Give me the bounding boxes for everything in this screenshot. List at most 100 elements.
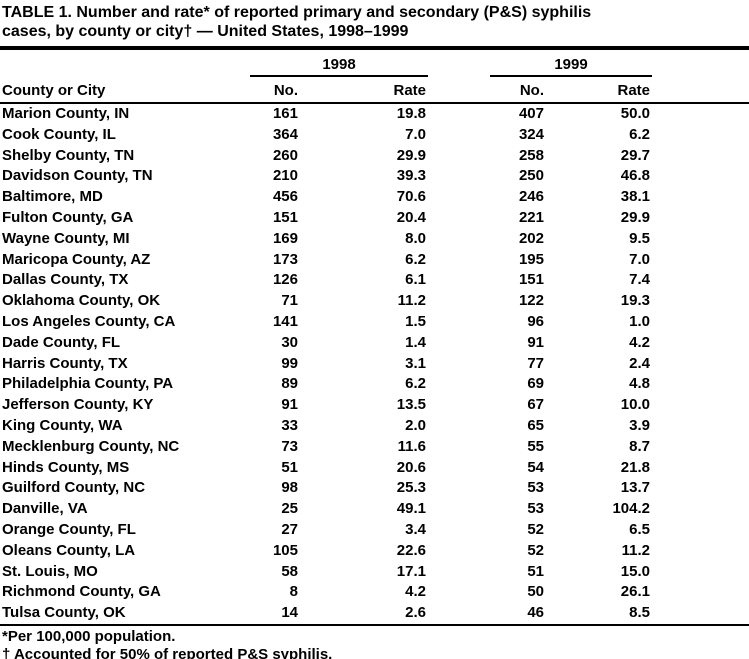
column-gap [428,499,490,520]
no-1998-value: 105 [272,541,298,559]
rate-1998-value: 39.3 [396,167,426,185]
no-1998-value: 73 [281,437,298,455]
right-spacer [652,458,749,479]
rate-1998-value: 2.6 [405,604,426,622]
county-name: Danville, VA [2,500,88,518]
year-group-gap [428,50,490,76]
year-row-county-spacer [0,50,250,76]
rate-1999-value: 11.2 [621,541,650,559]
column-gap [428,291,490,312]
rate-1999-value: 19.3 [620,292,650,310]
table-row: Maricopa County, AZ 173 6.2 195 7.0 [0,250,749,271]
no-1999-value: 258 [518,146,544,164]
rate-1998-value: 17.1 [396,562,426,580]
county-name: Philadelphia County, PA [2,375,174,393]
right-spacer [652,208,749,229]
no-1998-value: 91 [281,396,298,414]
right-spacer [652,187,749,208]
no-1998-value: 98 [281,479,298,497]
right-spacer [652,374,749,395]
no-1999-value: 250 [518,167,544,185]
no-1998-value: 173 [272,250,298,268]
no-1998-column-header: No. [250,76,300,104]
no-1998-value: 99 [281,354,298,372]
county-name: Davidson County, TN [2,167,153,185]
table-title-line-1: TABLE 1. Number and rate* of reported pr… [2,4,592,21]
right-spacer [652,125,749,146]
no-1998-value: 169 [272,229,298,247]
no-1999-value: 52 [527,520,544,538]
column-gap [428,458,490,479]
table-row: Tulsa County, OK 14 2.6 46 8.5 [0,603,749,625]
column-gap [428,208,490,229]
table-body: Marion County, IN 161 19.8 407 50.0 Cook Coun… [0,103,749,625]
column-gap [428,187,490,208]
county-name: King County, WA [2,416,123,434]
rate-1999-value: 1.0 [629,312,650,330]
no-1998-value: 51 [281,458,298,476]
county-name: Baltimore, MD [2,188,103,206]
table-row: Los Angeles County, CA 141 1.5 96 1.0 [0,312,749,333]
no-1998-value: 33 [281,416,298,434]
county-name: Dallas County, TX [2,271,129,289]
no-1999-value: 195 [518,250,544,268]
rate-1999-value: 15.0 [620,562,650,580]
right-spacer [652,166,749,187]
rate-1999-value: 104.2 [612,500,650,518]
county-name: Jefferson County, KY [2,396,154,414]
county-name: Richmond County, GA [2,583,161,601]
county-column-header: County or City [0,76,250,104]
county-name: Orange County, FL [2,520,136,538]
right-spacer [652,333,749,354]
rate-1998-value: 20.6 [396,458,426,476]
column-gap [428,562,490,583]
table-row: Wayne County, MI 169 8.0 202 9.5 [0,229,749,250]
rate-1998-value: 13.5 [396,396,426,414]
no-1999-value: 54 [527,458,544,476]
no-1999-value: 69 [527,375,544,393]
table-row: Shelby County, TN 260 29.9 258 29.7 [0,146,749,167]
column-gap [428,416,490,437]
right-spacer [652,291,749,312]
table-row: Mecklenburg County, NC 73 11.6 55 8.7 [0,437,749,458]
no-1998-value: 27 [281,520,298,538]
table-row: Danville, VA 25 49.1 53 104.2 [0,499,749,520]
rate-1998-value: 25.3 [396,479,426,497]
year-1999-header: 1999 [490,50,652,77]
no-1998-value: 89 [281,375,298,393]
table-row: Harris County, TX 99 3.1 77 2.4 [0,354,749,375]
county-name: Hinds County, MS [2,458,130,476]
column-gap [428,103,490,125]
right-spacer [652,416,749,437]
rate-1998-value: 20.4 [396,208,426,226]
right-spacer [652,478,749,499]
no-1999-value: 55 [527,437,544,455]
no-1999-value: 96 [527,312,544,330]
right-spacer [652,250,749,271]
rate-1999-value: 21.8 [620,458,650,476]
no-1998-value: 25 [281,500,298,518]
rate-1998-column-header: Rate [300,76,428,104]
no-1999-value: 122 [518,292,544,310]
no-1999-value: 151 [518,271,544,289]
rate-1999-value: 7.0 [629,250,650,268]
no-1999-value: 51 [527,562,544,580]
right-spacer [652,395,749,416]
no-1999-column-header: No. [490,76,546,104]
column-header-row: County or City No. Rate No. Rate [0,76,749,104]
rate-1999-value: 8.7 [629,437,650,455]
rate-1999-value: 29.7 [620,146,650,164]
footnotes: *Per 100,000 population. † Accounted for… [0,626,749,659]
rate-1998-value: 6.1 [405,271,426,289]
year-header-row: 1998 1999 [0,50,749,77]
no-1999-value: 91 [527,333,544,351]
table-row: Guilford County, NC 98 25.3 53 13.7 [0,478,749,499]
right-spacer [652,229,749,250]
column-gap [428,333,490,354]
rate-1999-value: 6.5 [629,520,650,538]
right-spacer [652,103,749,125]
table-row: Orange County, FL 27 3.4 52 6.5 [0,520,749,541]
syphilis-cases-table: 1998 1999 County or City No. Rate No. Ra… [0,50,749,626]
table-row: Dallas County, TX 126 6.1 151 7.4 [0,270,749,291]
